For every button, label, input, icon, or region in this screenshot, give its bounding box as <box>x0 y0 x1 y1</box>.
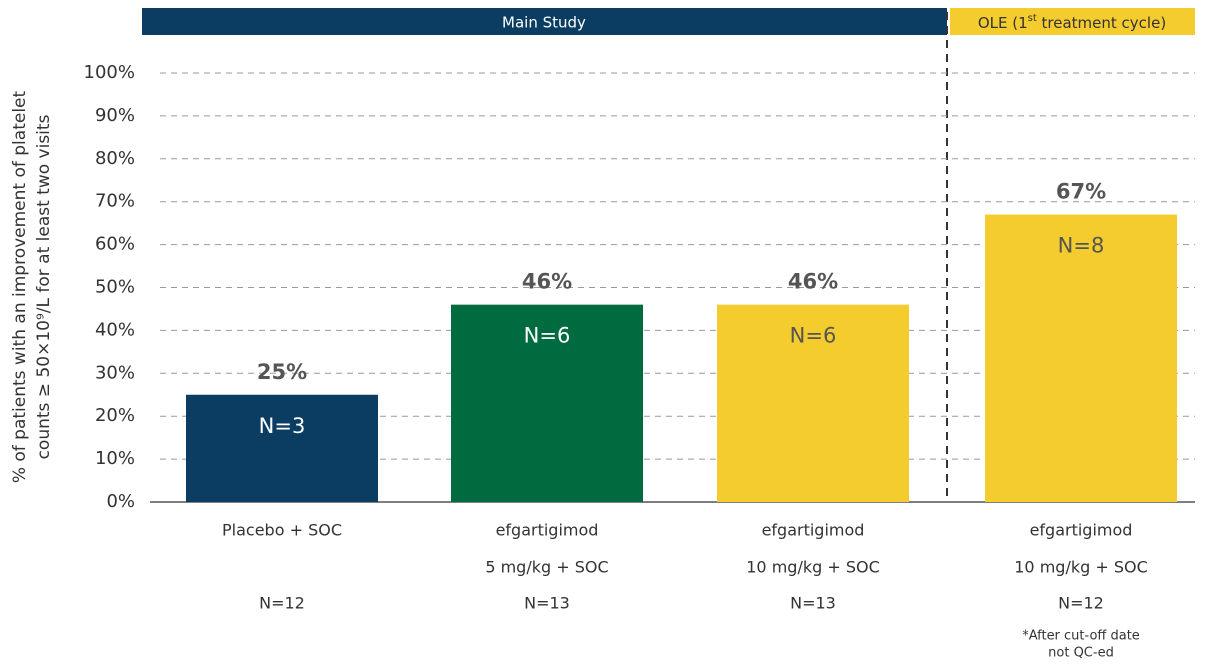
header-sup: st <box>1028 13 1037 24</box>
header-text: OLE (1st treatment cycle) <box>978 13 1166 32</box>
bar-inner-label: N=8 <box>1058 234 1105 258</box>
y-tick-label: 0% <box>106 491 135 512</box>
x-tick-label: 10 mg/kg + SOC <box>1014 558 1148 577</box>
y-tick-label: 50% <box>95 277 135 298</box>
y-tick-label: 80% <box>95 148 135 169</box>
bar <box>186 394 378 502</box>
y-axis-label: % of patients with an improvement of pla… <box>10 91 30 484</box>
x-tick-label: efgartigimod <box>496 521 599 540</box>
header-text-part: treatment cycle) <box>1037 14 1166 32</box>
y-tick-label: 20% <box>95 405 135 426</box>
bar-inner-label: N=3 <box>259 414 306 438</box>
header-text-part: OLE (1 <box>978 14 1028 32</box>
bar-inner-label: N=6 <box>790 324 837 348</box>
y-axis-label: counts ≥ 50×10⁹/L for at least two visit… <box>34 114 54 459</box>
footnote: not QC-ed <box>1048 646 1114 661</box>
y-tick-label: 30% <box>95 362 135 383</box>
bar <box>985 214 1177 502</box>
header-band <box>142 8 947 35</box>
header-text: Main Study <box>502 14 586 32</box>
x-tick-label: 5 mg/kg + SOC <box>485 558 608 577</box>
y-tick-label: 40% <box>95 319 135 340</box>
value-label: 46% <box>522 270 572 294</box>
value-label: 25% <box>257 360 307 384</box>
y-tick-label: 70% <box>95 191 135 212</box>
y-tick-label: 100% <box>84 62 135 83</box>
group-size: N=13 <box>790 594 836 613</box>
x-tick-label: efgartigimod <box>1030 521 1133 540</box>
group-size: N=13 <box>524 594 570 613</box>
group-size: N=12 <box>1058 594 1104 613</box>
footnote: *After cut-off date <box>1022 629 1140 644</box>
y-tick-label: 10% <box>95 448 135 469</box>
y-tick-label: 90% <box>95 105 135 126</box>
header-band <box>950 8 1195 35</box>
bar <box>451 304 643 502</box>
bar-inner-label: N=6 <box>524 324 571 348</box>
group-size: N=12 <box>259 594 305 613</box>
x-tick-label: efgartigimod <box>762 521 865 540</box>
x-tick-label: Placebo + SOC <box>222 521 342 540</box>
y-tick-label: 60% <box>95 234 135 255</box>
x-tick-label: 10 mg/kg + SOC <box>746 558 880 577</box>
value-label: 46% <box>788 270 838 294</box>
value-label: 67% <box>1056 180 1106 204</box>
bar <box>717 304 909 502</box>
